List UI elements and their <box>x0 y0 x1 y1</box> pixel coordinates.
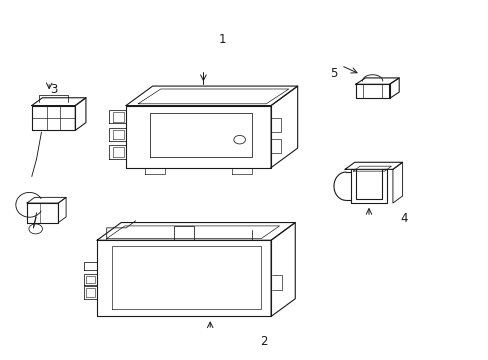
Text: 1: 1 <box>219 33 226 46</box>
Text: 2: 2 <box>260 335 267 348</box>
Text: 4: 4 <box>400 212 407 225</box>
Text: 5: 5 <box>329 67 337 80</box>
Text: 3: 3 <box>50 83 57 96</box>
